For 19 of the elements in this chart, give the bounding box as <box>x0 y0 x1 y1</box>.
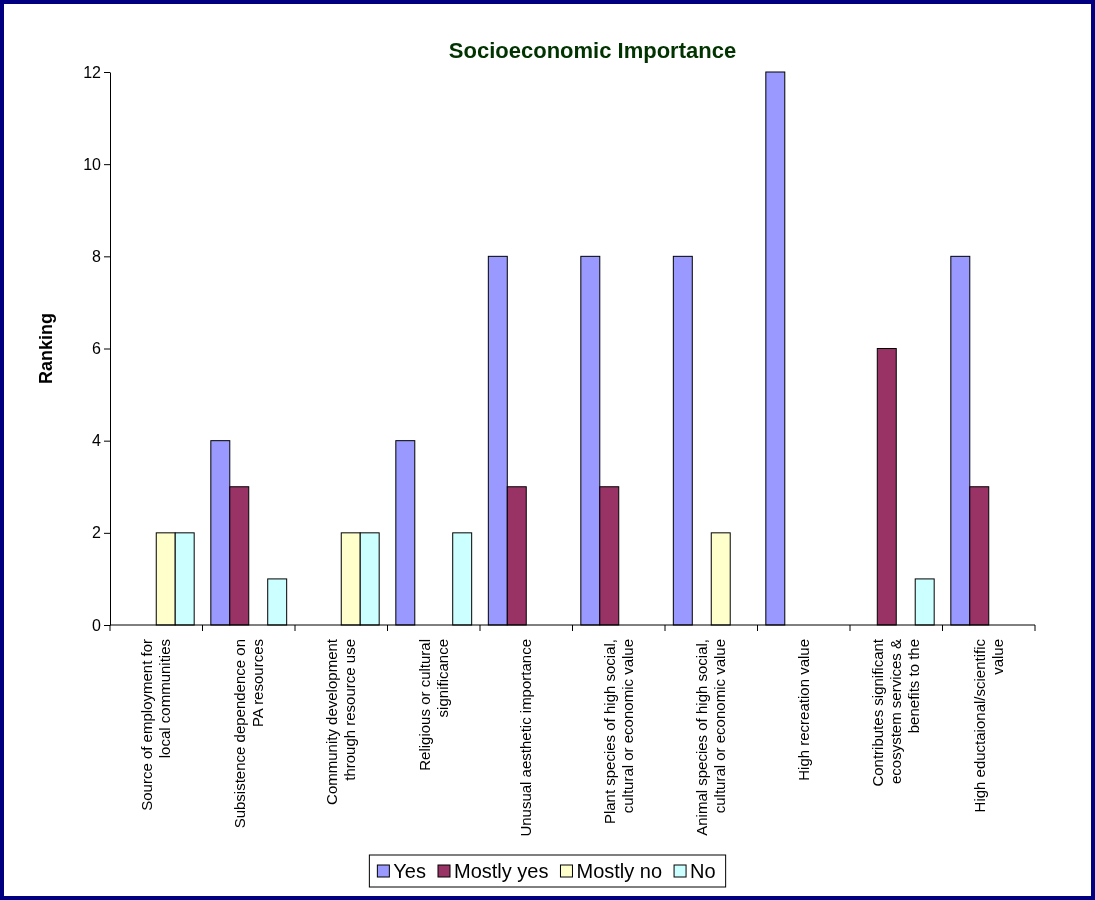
y-tick-label: 10 <box>83 155 102 173</box>
x-tick-label: Source of employment for local communities <box>138 639 174 811</box>
y-tick-label: 8 <box>92 247 102 265</box>
legend-label: No <box>690 860 716 882</box>
x-tick-label: Contributes significant ecosystem services & benefits to the <box>869 638 923 787</box>
y-tick-label: 12 <box>83 63 102 81</box>
y-axis-title: Ranking <box>36 312 56 385</box>
y-tick-label: 2 <box>92 524 102 542</box>
legend-label: Yes <box>393 860 426 882</box>
chart-title: Socioeconomic Importance <box>448 38 737 63</box>
legend-label: Mostly no <box>576 860 663 882</box>
x-tick-label: Unusual aesthetic importance <box>517 639 535 837</box>
y-tick-label: 6 <box>92 340 102 358</box>
x-tick-label: Community development through resource use <box>323 638 359 805</box>
x-tick-label: High recreation value <box>794 639 812 781</box>
y-tick-label: 4 <box>92 432 102 450</box>
y-tick-label: 0 <box>92 616 102 634</box>
x-tick-label: High eductaional/scientific value <box>970 638 1006 813</box>
legend-label: Mostly yes <box>454 860 549 882</box>
